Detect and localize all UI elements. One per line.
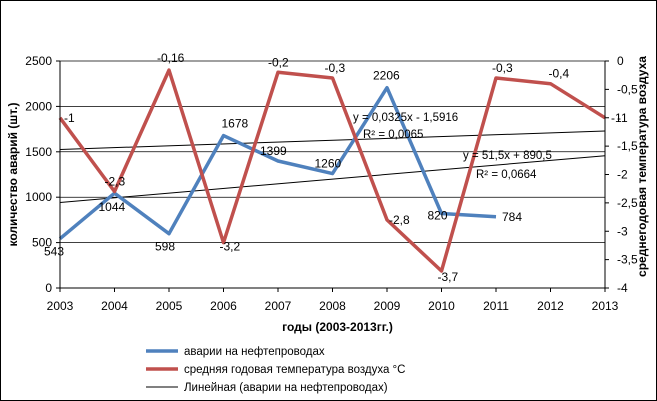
data-label: 1260 — [315, 157, 342, 171]
y2-tick-label: -4 — [617, 281, 628, 295]
y2-tick-label: -0,5 — [617, 82, 638, 96]
trendline-equation: y = 0,0325x - 1,5916 — [353, 112, 458, 124]
data-label: -3,2 — [220, 240, 241, 254]
x-tick-label: 2007 — [265, 299, 292, 313]
legend-entry: средняя годовая температура воздуха °С — [184, 364, 405, 376]
data-label: 820 — [428, 209, 448, 223]
axes: 0 500 1000 1500 2000 2500 0 -0,5 -1 -1,5 -2 -2,5 -3 -… — [25, 54, 638, 313]
x-tick-label: 2005 — [156, 299, 183, 313]
trendline — [59, 130, 606, 150]
data-label: -0,4 — [549, 67, 570, 81]
y-tick-label: 0 — [45, 281, 52, 295]
y2-tick-label: -2,5 — [617, 196, 638, 210]
x-tick-label: 2003 — [47, 299, 74, 313]
trendline-r2: R² = 0,0664 — [476, 169, 537, 181]
y-tick-label: 500 — [32, 236, 52, 250]
legend: аварии на нефтепроводах средняя годовая т… — [146, 346, 405, 394]
x-tick-label: 2008 — [319, 299, 346, 313]
trendline-equation: y = 51,5x + 890,5 — [463, 150, 552, 162]
y2-tick-label: -1 — [617, 111, 628, 125]
x-axis-title: годы (2003-2013гг.) — [282, 320, 393, 334]
data-label: -2,3 — [105, 175, 126, 189]
y-tick-label: 1500 — [25, 145, 52, 159]
x-tick-label: 2006 — [210, 299, 237, 313]
data-label: -0,2 — [268, 55, 289, 69]
x-tick-label: 2011 — [483, 299, 509, 313]
trendline-r2: R² = 0,0065 — [363, 129, 423, 141]
trendline — [59, 155, 606, 203]
data-labels: 543 1044 598 1678 1399 1260 2206 820 784 -1 -2,3 -0… — [44, 51, 622, 284]
x-tick-label: 2009 — [374, 299, 401, 313]
y2-tick-label: -2 — [617, 168, 628, 182]
data-label: -2,8 — [389, 213, 410, 227]
data-label: -3,7 — [438, 270, 459, 284]
y-axis-title-left: количество аварий (шт.) — [6, 103, 20, 247]
y2-tick-label: 0 — [617, 54, 624, 68]
data-label: -0,3 — [325, 61, 346, 75]
data-label: 1678 — [222, 117, 249, 131]
data-label: -0,16 — [157, 51, 185, 65]
data-label: 784 — [502, 210, 522, 224]
y2-tick-label: -3 — [617, 224, 628, 238]
y-tick-label: 2500 — [25, 54, 52, 68]
series-line — [58, 85, 497, 241]
data-label: -1 — [611, 111, 622, 125]
series-line — [58, 68, 606, 273]
y-axis-title-right: среднегодовая температура воздуха — [635, 56, 649, 277]
legend-entry: аварии на нефтепроводах — [184, 346, 325, 358]
data-label: 543 — [44, 245, 64, 259]
y2-tick-label: -3,5 — [617, 253, 638, 267]
trendlines — [59, 130, 606, 203]
data-label: 2206 — [373, 69, 400, 83]
data-label: 598 — [155, 240, 175, 254]
data-label: -1 — [64, 111, 75, 125]
series-lines — [58, 68, 606, 273]
trendline-equations: y = 51,5x + 890,5 R² = 0,0664 y = 0,0325x … — [353, 112, 552, 181]
x-tick-label: 2010 — [428, 299, 455, 313]
y-tick-label: 1000 — [25, 190, 52, 204]
gridlines — [60, 60, 605, 243]
x-tick-label: 2004 — [101, 299, 128, 313]
x-tick-label: 2012 — [537, 299, 564, 313]
y2-tick-label: -1,5 — [617, 139, 638, 153]
data-label: -0,3 — [492, 61, 513, 75]
x-tick-label: 2013 — [592, 299, 619, 313]
y-tick-label: 2000 — [25, 99, 52, 113]
legend-entry: Линейная (аварии на нефтепроводах) — [184, 382, 388, 394]
data-label: 1044 — [99, 200, 126, 214]
data-label: 1399 — [260, 144, 287, 158]
